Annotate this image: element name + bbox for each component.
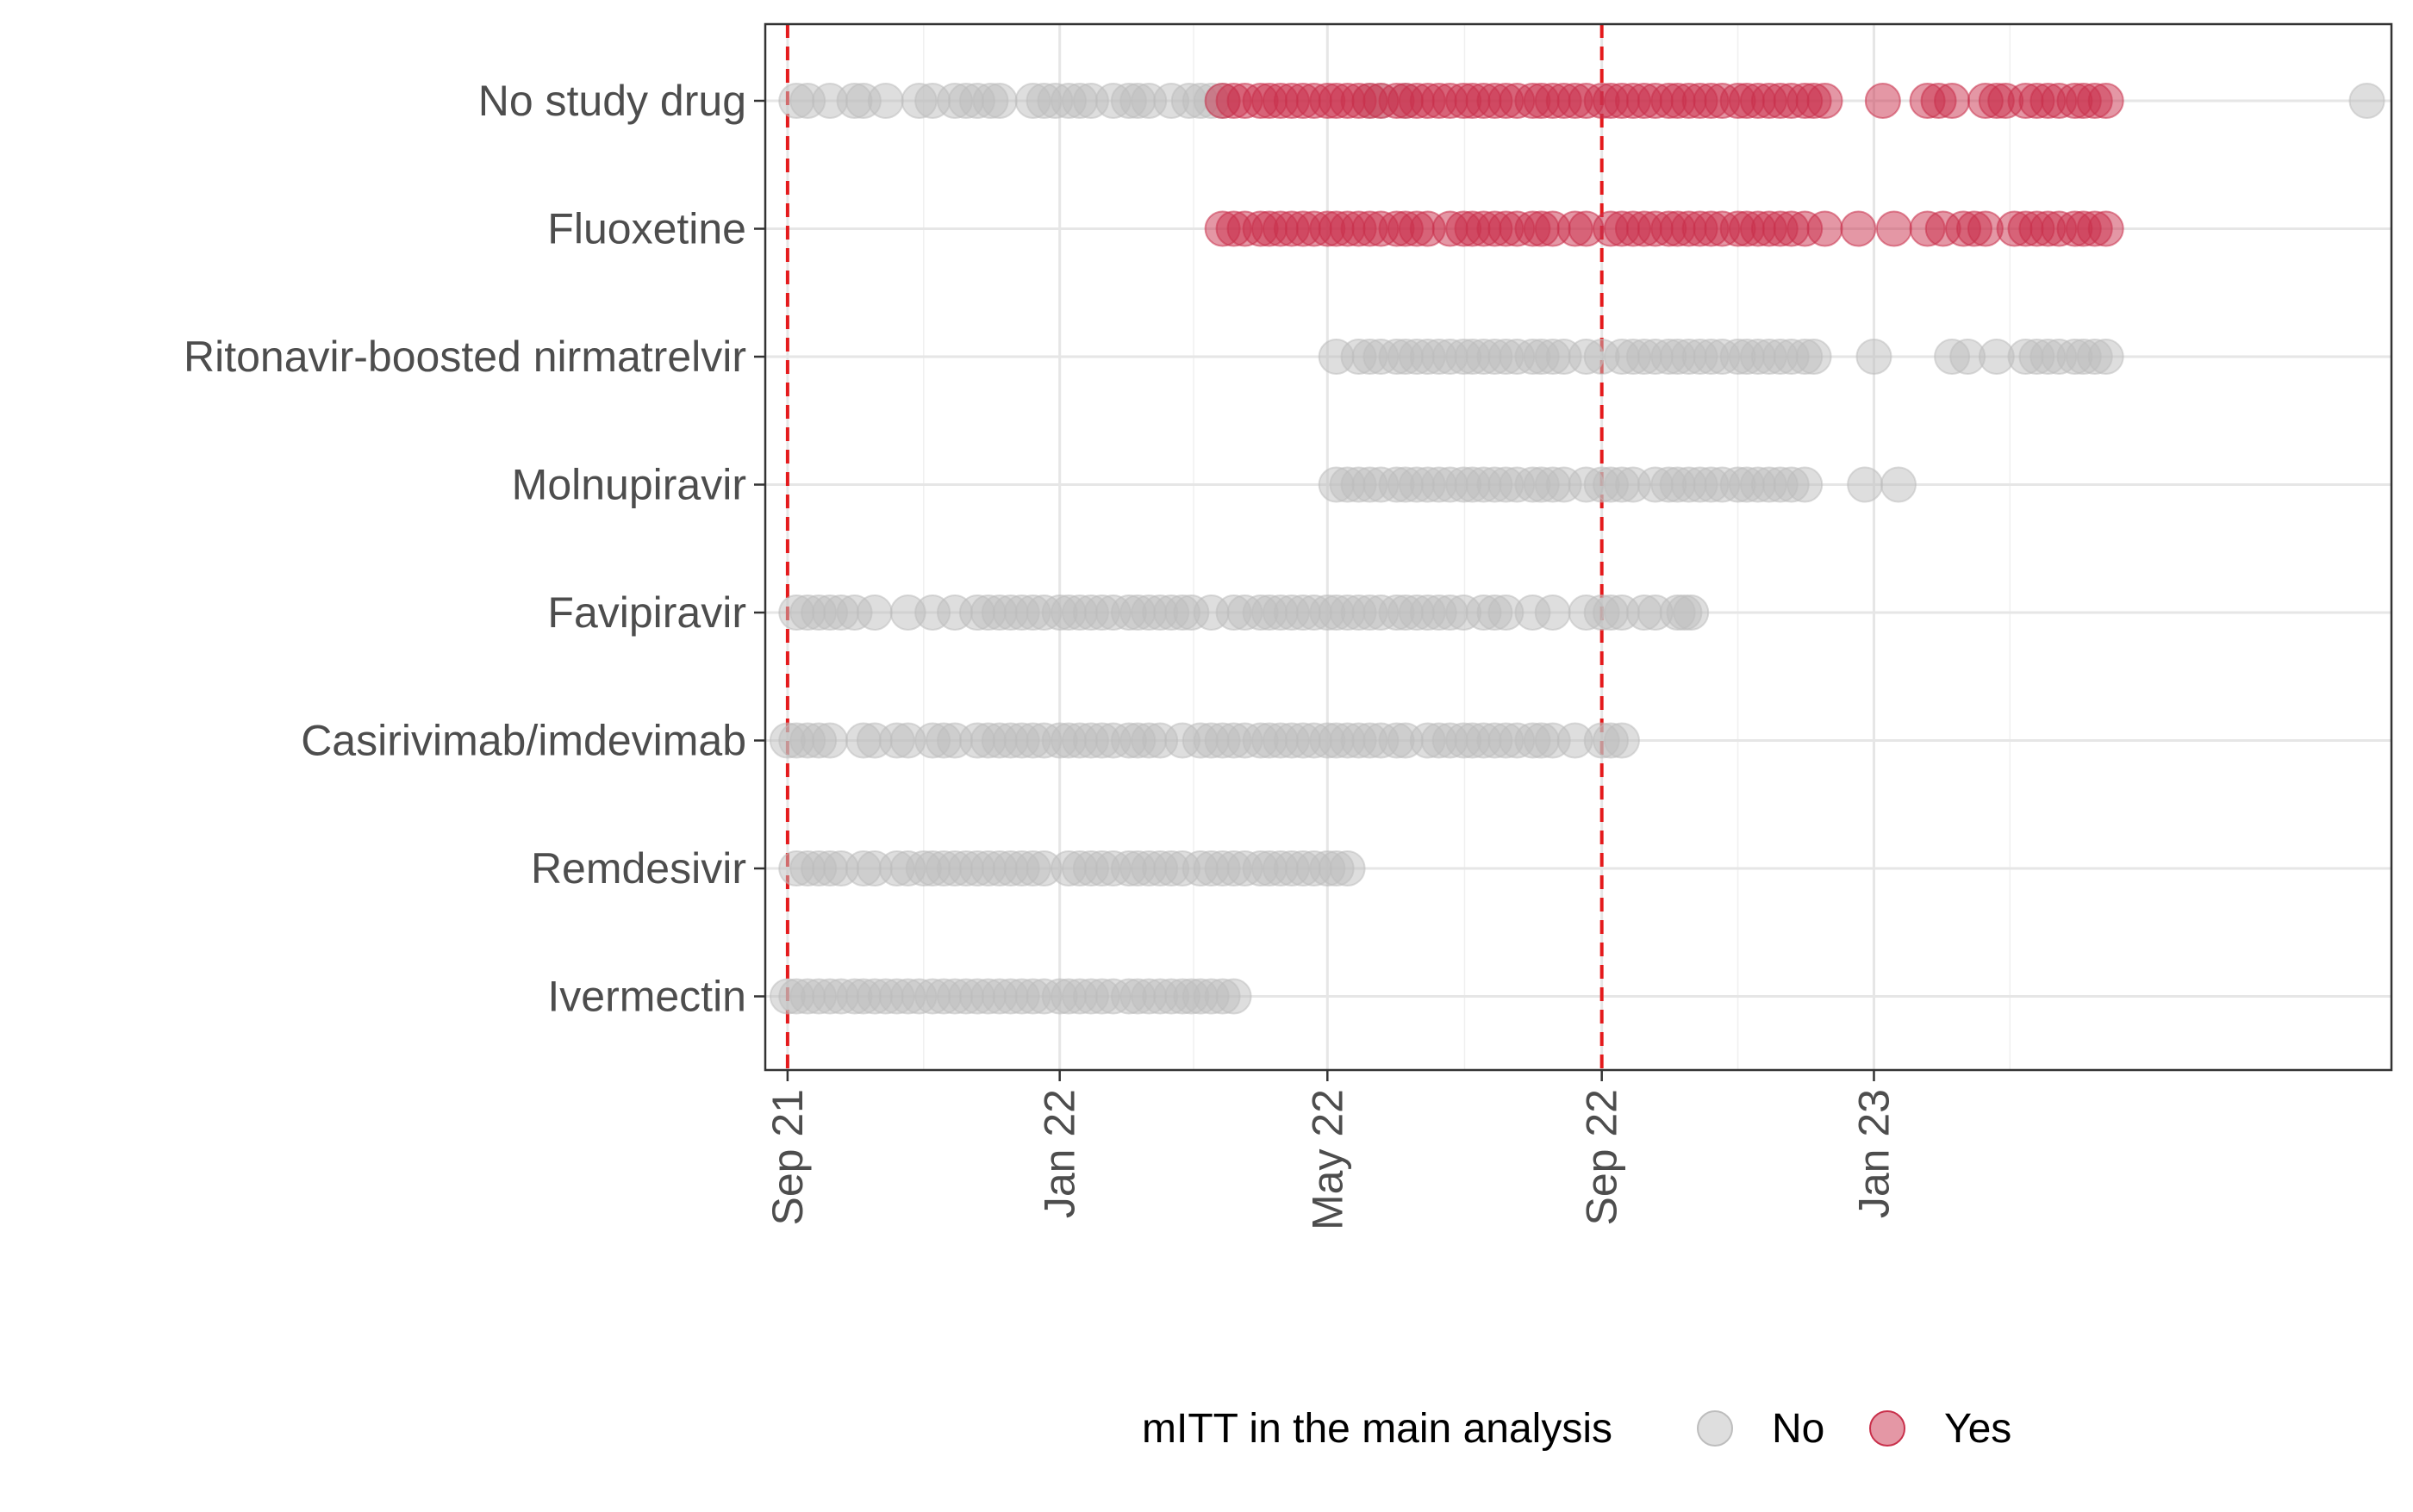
x-tick-label: Jan 23 [1849,1089,1898,1218]
legend-label-yes: Yes [1944,1406,2011,1452]
data-point-yes [1806,83,1843,119]
y-tick-label: Ivermectin [547,973,746,1021]
data-point-no [1855,339,1892,375]
data-point-no [867,83,904,119]
data-point-yes [1840,210,1877,247]
legend-key-yes [1869,1410,1905,1447]
data-point-no [1603,722,1640,759]
data-point-no [981,83,1018,119]
data-point-yes [2087,83,2124,119]
data-point-no [1329,850,1366,887]
y-tick-label: Fluoxetine [547,205,746,253]
legend-title: mITT in the main analysis [1142,1406,1612,1452]
data-point-no [1534,594,1571,631]
data-point-yes [1875,210,1912,247]
y-tick-label: No study drug [478,77,746,125]
data-point-yes [1806,210,1843,247]
axes-layer: No study drug Fluoxetine Ritonavir-boosted… [184,77,1898,1230]
data-point-yes [1864,83,1901,119]
data-point-no [1880,466,1917,503]
data-point-no [1673,594,1710,631]
y-tick-label: Remdesivir [531,844,746,893]
x-tick-label: Sep 22 [1578,1089,1626,1225]
y-tick-label: Casirivimab/imdevimab [301,717,746,765]
data-point-no [1795,339,1832,375]
points-layer [769,83,2385,1015]
y-tick-label: Ritonavir-boosted nirmatrelvir [184,333,746,381]
legend: mITT in the main analysis No Yes [1142,1406,2011,1452]
legend-label-no: No [1772,1406,1824,1452]
x-tick-label: Sep 21 [764,1089,812,1225]
x-tick-label: Jan 22 [1036,1089,1084,1218]
y-tick-label: Favipiravir [547,588,746,637]
data-point-no [812,722,849,759]
legend-key-no [1697,1410,1733,1447]
data-point-no [1847,466,1884,503]
y-tick-label: Molnupiravir [512,461,746,509]
data-point-no [1215,978,1252,1015]
x-tick-label: May 22 [1303,1089,1351,1230]
data-point-no [1786,466,1824,503]
data-point-yes [1934,83,1971,119]
data-point-no [2087,339,2124,375]
data-point-no [2348,83,2385,119]
reference-lines [785,24,1604,1070]
plot-border [764,22,2393,1072]
data-point-no [856,594,893,631]
data-point-yes [2087,210,2124,247]
